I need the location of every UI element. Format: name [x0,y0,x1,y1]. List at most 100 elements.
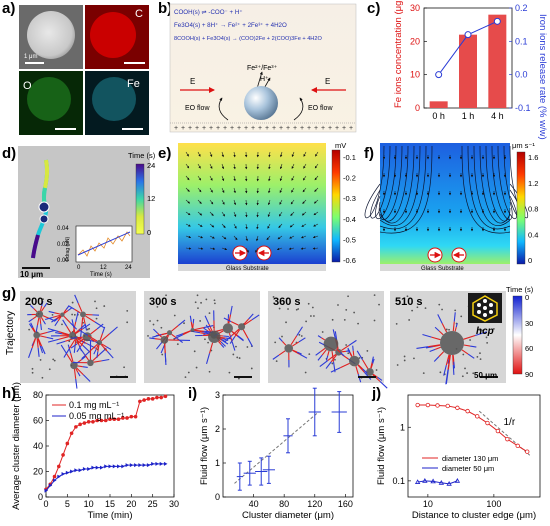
data-point [486,421,490,425]
panel-g-letter: g) [2,285,16,302]
colorbar-f-tick: 0.4 [528,230,538,239]
data-point [134,415,138,419]
series-line [418,405,528,452]
tracer-particle [96,318,98,320]
plus-charge: + [265,125,269,132]
trajectory-segment [41,324,42,330]
colorbar-g-tick: 90 [525,370,533,379]
data-point [456,406,460,410]
tracer-particle [153,324,155,326]
particle-cluster [284,344,293,353]
tracer-particle [214,302,216,304]
ions-label: Fe²⁺/Fe³⁺ [247,65,278,72]
plus-charge: + [244,125,248,132]
data-point [130,463,134,467]
trajectory-segment [453,355,454,362]
tracer-particle [177,343,179,345]
data-point [147,463,151,467]
plus-charge: + [286,125,290,132]
data-point [113,464,117,468]
data-point [62,472,66,476]
data-point [159,396,163,400]
plus-charge: + [209,125,213,132]
tracer-particle [126,321,128,323]
tracer-particle [464,368,466,370]
inset-ytick: 0.02 [57,242,69,248]
tracer-particle [196,367,198,369]
trajectory-segment [220,337,225,338]
flow-map [380,143,510,264]
data-point [155,396,159,400]
panel-d-letter: d) [2,145,16,162]
inset-xtick: 12 [100,265,107,271]
tracer-particle [195,301,197,303]
xtick-label: 0 [43,499,48,509]
trajectory-segment [74,346,75,352]
tracer-particle [332,319,334,321]
data-point [121,464,125,468]
tracer-particle [331,363,333,365]
hcp-label: hcp [476,326,494,337]
tracer-particle [199,320,201,322]
data-point [53,475,57,479]
colorbar-f [517,152,525,264]
ytick-label: 10 [410,70,420,80]
frame-time-label: 300 s [149,296,177,308]
xtick-label: 20 [126,499,136,509]
tracer-particle [378,304,380,306]
data-point [61,453,65,457]
tracer-particle [126,310,128,312]
scalebar-g-label: 50 μm [474,371,497,380]
trajectory-segment [226,338,231,339]
panel-c-letter: c) [367,0,380,17]
tracer-particle [425,307,427,309]
xtick-label: 25 [148,499,158,509]
colorbar-g-tick: 30 [525,319,533,328]
ytick-label: 30 [410,3,420,13]
xlabel: Time (min) [87,510,132,521]
xtick-label: 40 [249,499,259,509]
trajectory-segment [353,351,354,356]
colorbar-f-tick: 0.8 [528,205,538,214]
fit-annotation: 1/r [504,417,516,428]
tracer-particle [197,307,199,309]
xtick-label: 4 h [491,111,504,121]
tracer-particle [476,356,478,358]
hcp-particle [483,299,487,303]
tracer-particle [334,359,336,361]
tracer-particle [251,368,253,370]
ylabel: Fluid flow (μm s⁻¹) [376,407,387,485]
data-point [74,425,78,429]
tracer-particle [239,357,241,359]
particle-marker [40,215,48,223]
tracer-particle [287,308,289,310]
colorbar-f-tick: 1.6 [528,153,538,162]
tracer-particle [161,354,163,356]
series-line [46,464,165,491]
data-point [57,465,61,469]
panel-a: a) 1 μm C O Fe [2,0,149,135]
trajectory-segment [40,318,41,324]
plus-charge: + [314,125,318,132]
tracer-particle [366,350,368,352]
tracer-particle [200,302,202,304]
particle-cluster [440,331,464,355]
data-point [66,471,70,475]
tracer-particle [246,346,248,348]
map-c-label: C [135,8,143,20]
ytick-label: 1 [400,422,405,432]
plus-charge: + [335,125,339,132]
tracer-particle [413,357,415,359]
ytick-right-label: 0.0 [515,70,528,80]
panel-d: d) 10 μm Time (s) 24 12 0 Fdrag (pN) 0.0… [2,145,156,279]
tracer-particle [194,350,196,352]
data-point [446,404,450,408]
hcp-particle [483,306,487,310]
colorbar-f-tick: 0 [528,256,532,265]
data-point [117,464,121,468]
tracer-particle [183,322,185,324]
frame-time-label: 510 s [395,296,423,308]
plus-charge: + [321,125,325,132]
